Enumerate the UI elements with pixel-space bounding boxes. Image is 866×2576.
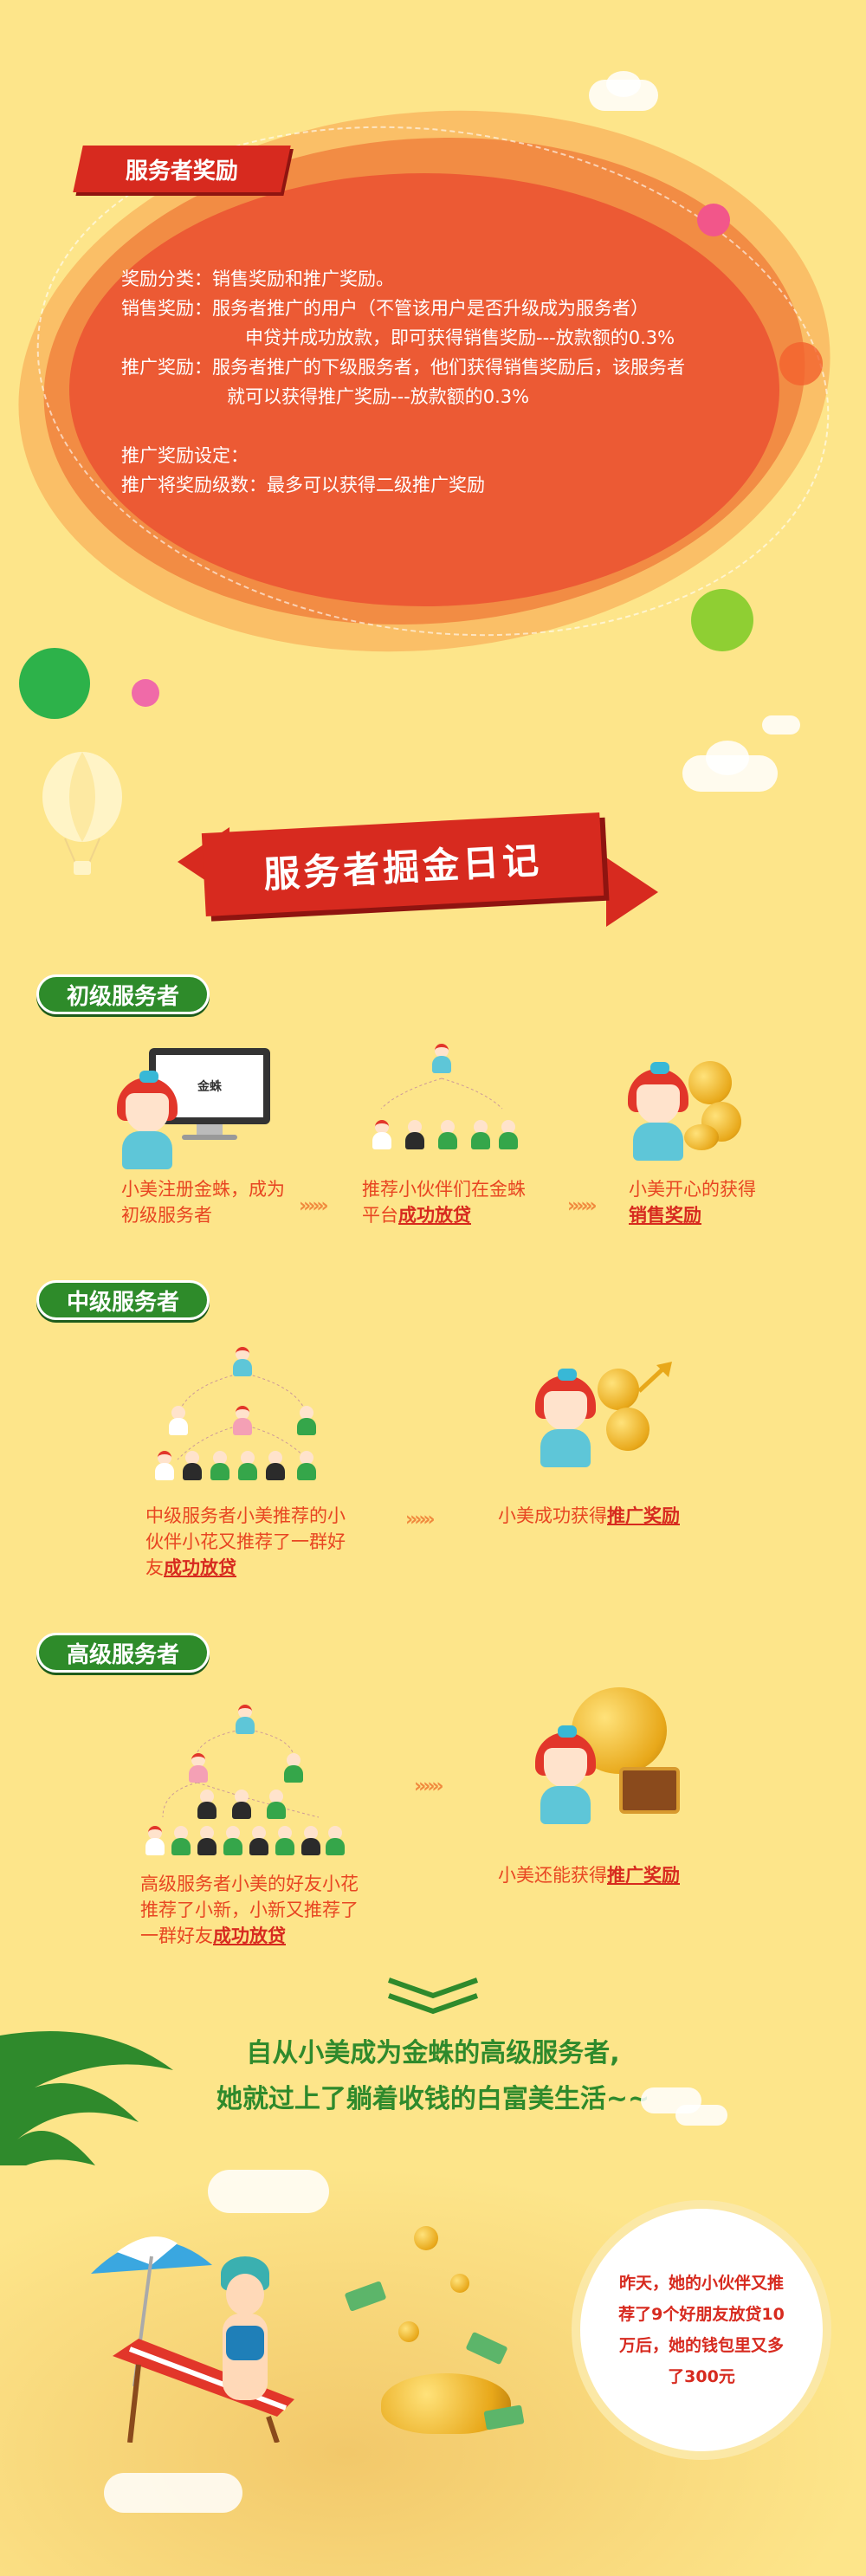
gold-coins-icon: [606, 1408, 650, 1451]
rule-line: 奖励分类：销售奖励和推广奖励。: [121, 269, 394, 289]
junior-badge-label: 初级服务者: [66, 983, 179, 1010]
gold-coins-icon: [598, 1369, 639, 1410]
senior-step2-highlight: 推广奖励: [607, 1865, 680, 1886]
growth-arrow-icon: [637, 1360, 677, 1395]
arrow-icon: »»»: [299, 1195, 329, 1217]
bubble-text: 昨天，她的小伙伴又推荐了9个好朋友放贷10万后，她的钱包里又多了300元: [618, 2274, 785, 2386]
reward-badge: 服务者奖励: [73, 146, 291, 192]
junior-step2: 推荐小伙伴们在金蛛平台成功放贷: [362, 1176, 535, 1228]
referral-tree: [364, 1044, 520, 1156]
cloud-icon: [606, 71, 641, 97]
senior-badge: 高级服务者: [36, 1633, 210, 1673]
cloud-icon: [675, 2105, 727, 2126]
monitor-brand: 金蛛: [197, 1080, 222, 1094]
junior-step1-text: 小美注册金蛛，成为初级服务者: [121, 1179, 285, 1226]
banner-ribbon-right: [606, 858, 658, 927]
senior-step1-text: 高级服务者小美的好友小花推荐了小新，小新又推荐了一群好友: [140, 1874, 359, 1946]
senior-step2: 小美还能获得推广奖励: [498, 1862, 723, 1888]
diary-banner: 服务者掘金日记: [201, 812, 604, 916]
green-dot: [691, 589, 753, 651]
cloud-icon: [762, 715, 800, 735]
reward-rules: 奖励分类：销售奖励和推广奖励。 销售奖励：服务者推广的用户（不管该用户是否升级成…: [121, 264, 779, 500]
middle-badge-label: 中级服务者: [66, 1289, 179, 1316]
junior-step3-text: 小美开心的获得: [629, 1179, 756, 1200]
junior-step1: 小美注册金蛛，成为初级服务者: [121, 1176, 294, 1228]
arrow-icon: »»»: [405, 1509, 436, 1531]
slogan-line2: 她就过上了躺着收钱的白富美生活~~: [216, 2084, 650, 2114]
gold-coins-icon: [684, 1124, 719, 1150]
rule-line: [121, 411, 779, 441]
junior-step2-text: 推荐小伙伴们在金蛛平台: [362, 1179, 526, 1226]
girl-avatar: [117, 1071, 178, 1173]
junior-badge: 初级服务者: [36, 974, 210, 1014]
arrow-icon: »»»: [414, 1776, 444, 1797]
pink-dot-small: [132, 679, 159, 707]
reward-blob-inner: [69, 173, 779, 606]
referral-tree: [145, 1705, 345, 1861]
girl-avatar: [535, 1725, 596, 1828]
middle-step2: 小美成功获得推广奖励: [498, 1503, 723, 1529]
umbrella-icon: [82, 2213, 221, 2387]
cloud-icon: [706, 741, 749, 775]
woman-sunbathing: [204, 2256, 290, 2412]
treasure-chest-icon: [619, 1767, 680, 1814]
chevron-down-icon: [385, 1977, 481, 2016]
junior-step3-highlight: 销售奖励: [629, 1205, 701, 1226]
diary-title: 服务者掘金日记: [262, 838, 544, 896]
rule-line: 推广将奖励级数：最多可以获得二级推广奖励: [121, 475, 485, 495]
arrow-icon: »»»: [567, 1195, 598, 1217]
senior-badge-label: 高级服务者: [66, 1641, 179, 1668]
cloud-icon: [104, 2473, 242, 2513]
cloud-icon: [208, 2170, 329, 2213]
slogan-line1: 自从小美成为金蛛的高级服务者,: [246, 2038, 620, 2068]
rule-line: 就可以获得推广奖励---放款额的0.3%: [227, 386, 530, 407]
gold-coins-icon: [398, 2321, 419, 2342]
middle-badge: 中级服务者: [36, 1280, 210, 1320]
senior-step2-text: 小美还能获得: [498, 1865, 607, 1886]
middle-step1-highlight: 成功放贷: [164, 1557, 236, 1578]
gold-coins-icon: [414, 2226, 438, 2250]
junior-step3: 小美开心的获得销售奖励: [629, 1176, 767, 1228]
middle-step1-text: 中级服务者小美推荐的小伙伴小花又推荐了一群好友: [145, 1505, 346, 1578]
pink-dot: [697, 204, 730, 236]
hot-air-balloon-icon: [39, 752, 126, 882]
rule-line: 申贷并成功放款，即可获得销售奖励---放款额的0.3%: [245, 327, 675, 348]
middle-step2-highlight: 推广奖励: [607, 1505, 680, 1526]
green-dot-large: [19, 648, 90, 719]
middle-step2-text: 小美成功获得: [498, 1505, 607, 1526]
rule-line: 推广奖励：服务者推广的下级服务者，他们获得销售奖励后，该服务者: [121, 357, 685, 378]
rule-line: 推广奖励设定：: [121, 445, 249, 466]
junior-step2-highlight: 成功放贷: [398, 1205, 471, 1226]
reward-badge-label: 服务者奖励: [125, 158, 238, 184]
orange-dot: [779, 342, 823, 385]
rule-line: 销售奖励：服务者推广的用户（不管该用户是否升级成为服务者）: [121, 298, 649, 319]
palm-leaf-icon: [0, 2018, 173, 2191]
middle-step1: 中级服务者小美推荐的小伙伴小花又推荐了一群好友成功放贷: [145, 1503, 362, 1581]
senior-step1: 高级服务者小美的好友小花推荐了小新，小新又推荐了一群好友成功放贷: [140, 1871, 374, 1949]
senior-step1-highlight: 成功放贷: [213, 1926, 286, 1946]
referral-tree: [152, 1347, 333, 1485]
girl-avatar: [535, 1369, 596, 1471]
gold-coins-icon: [450, 2274, 469, 2293]
gold-coins-icon: [688, 1061, 732, 1104]
girl-avatar: [628, 1062, 688, 1164]
speech-bubble: 昨天，她的小伙伴又推荐了9个好朋友放贷10万后，她的钱包里又多了300元: [572, 2200, 831, 2460]
